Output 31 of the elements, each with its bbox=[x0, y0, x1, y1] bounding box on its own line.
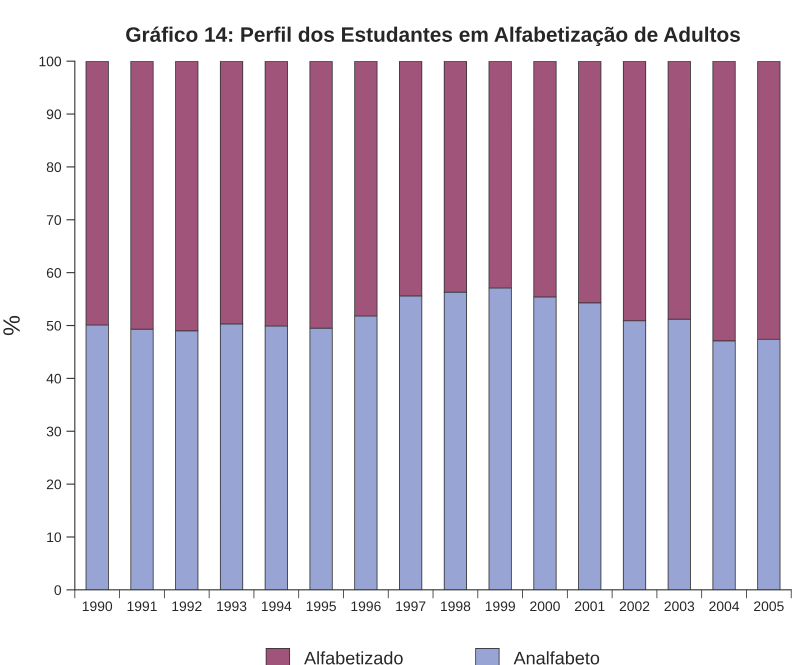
x-tick-label: 2001 bbox=[574, 601, 605, 612]
x-tick-label: 1998 bbox=[441, 601, 470, 612]
y-tick-label: 80 bbox=[46, 162, 62, 172]
x-tick-label: 2002 bbox=[620, 601, 650, 612]
y-tick-label: 40 bbox=[46, 374, 62, 384]
x-tick-label: 1992 bbox=[172, 601, 202, 612]
x-tick-label: 2000 bbox=[530, 601, 560, 612]
x-tick-label: 2005 bbox=[754, 601, 784, 612]
x-tick-label: 1997 bbox=[396, 601, 426, 612]
x-tick-label: 1995 bbox=[306, 601, 336, 612]
y-tick-label: 50 bbox=[46, 320, 62, 331]
x-tick-label: 1990 bbox=[82, 601, 112, 612]
y-axis-title: % bbox=[3, 316, 20, 336]
chart-title: Gráfico 14: Perfil dos Estudantes em Alfabetização de Adultos bbox=[126, 26, 740, 46]
x-tick-label: 1993 bbox=[217, 601, 246, 612]
y-tick-label: 60 bbox=[46, 268, 62, 278]
y-tick-label: 90 bbox=[46, 109, 62, 120]
y-tick-label: 0 bbox=[54, 585, 62, 596]
x-tick-label: 1991 bbox=[128, 601, 157, 612]
y-tick-label: 70 bbox=[46, 215, 62, 225]
x-tick-label: 1994 bbox=[262, 601, 292, 612]
legend-label: Analfabeto bbox=[514, 651, 600, 664]
y-tick-label: 100 bbox=[40, 56, 62, 66]
y-tick-label: 10 bbox=[47, 532, 62, 542]
legend-label: Alfabetizado bbox=[304, 651, 403, 664]
y-tick-label: 20 bbox=[46, 479, 62, 490]
y-tick-label: 30 bbox=[46, 426, 62, 436]
x-tick-label: 1999 bbox=[486, 601, 515, 612]
x-tick-label: 2003 bbox=[664, 601, 694, 612]
x-tick-label: 1996 bbox=[351, 601, 381, 612]
x-tick-label: 2004 bbox=[709, 601, 740, 612]
